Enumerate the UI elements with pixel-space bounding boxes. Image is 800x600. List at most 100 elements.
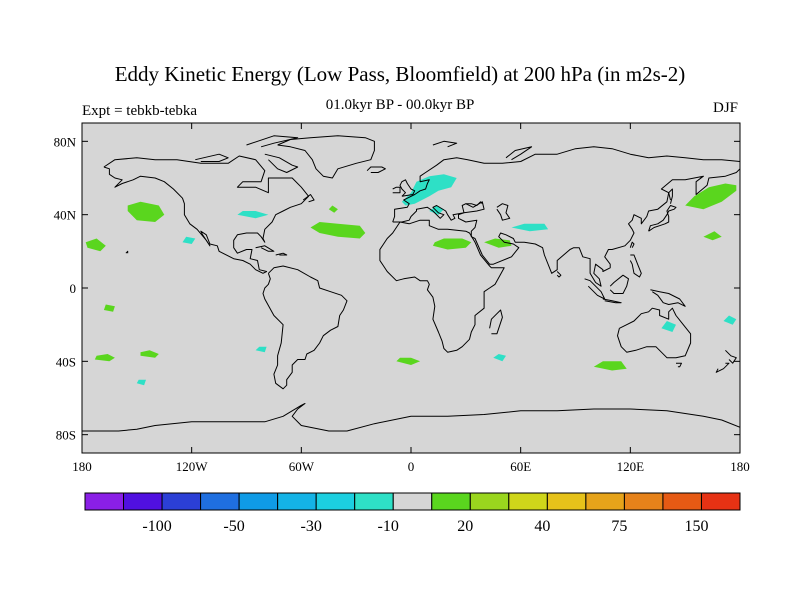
region-positive-12: [703, 231, 722, 241]
coastline-north-america: [103, 155, 310, 274]
x-tick-label: 120E: [617, 459, 645, 474]
coastline-ireland: [392, 186, 401, 194]
region-positive-11: [685, 183, 737, 210]
colorbar-box: [123, 492, 163, 511]
coastline-caspian-sea: [496, 203, 511, 221]
colorbar-box: [84, 492, 125, 511]
coastline-new-zealand-south: [715, 362, 730, 373]
coastline-japan: [648, 205, 677, 232]
coastline-antarctica: [82, 403, 740, 432]
region-negative-16: [182, 236, 196, 244]
x-tick-label: 180: [72, 459, 92, 474]
y-tick-label: 80S: [56, 428, 76, 443]
x-tick-label: 60W: [289, 459, 315, 474]
anomaly-regions: [85, 174, 737, 386]
coastline-australia: [617, 307, 692, 359]
coastline-novaya-zemlya: [505, 146, 533, 161]
coastline-taiwan: [629, 241, 635, 248]
coastline-sumatra: [584, 278, 606, 300]
coastline-ellesmere-island: [246, 135, 299, 148]
colorbar-box: [200, 492, 240, 511]
coastline-great-britain: [399, 179, 416, 197]
coastline-sri-lanka: [556, 271, 562, 278]
coastline-iceland: [366, 166, 386, 173]
region-positive-4: [94, 354, 115, 362]
coastline-tasmania: [676, 362, 682, 368]
coastline-newfoundland: [302, 194, 315, 203]
coastline-hispaniola: [275, 252, 288, 256]
coastlines: [82, 135, 740, 432]
season-label: DJF: [712, 100, 738, 116]
colorbar-box: [277, 492, 317, 511]
colorbar-box: [585, 492, 625, 511]
coastline-sakhalin: [668, 188, 673, 204]
colorbar-box: [700, 492, 741, 511]
region-positive-8: [432, 238, 472, 250]
region-negative-21: [255, 346, 267, 353]
y-tick-label: 40S: [56, 354, 76, 369]
colorbar-box: [469, 492, 510, 511]
y-tick-label: 0: [70, 281, 77, 296]
coastline-madagascar: [489, 309, 503, 335]
coastline-java: [602, 298, 622, 304]
colorbar-box: [354, 492, 394, 511]
x-tick-label: 0: [408, 459, 415, 474]
colorbar-label: 150: [685, 518, 709, 535]
coastline-philippines: [629, 254, 642, 278]
chart-title: Eddy Kinetic Energy (Low Pass, Bloomfiel…: [114, 62, 686, 86]
colorbar-box: [508, 492, 548, 511]
colorbar-box: [161, 492, 202, 511]
y-tick-label: 40N: [54, 208, 77, 223]
region-positive-3: [140, 350, 159, 358]
colorbar-box: [392, 492, 433, 511]
coastline-south-america: [262, 265, 348, 390]
region-positive-1: [85, 238, 106, 252]
colorbar-box: [431, 492, 471, 511]
region-positive-7: [396, 357, 421, 365]
coastline-svalbard: [432, 140, 458, 148]
colorbar: -100 -50 -30 -10 20 40 75 150: [84, 492, 741, 535]
axis-ticks: 180 120W 60W 0 60E 120E 180 80N 40N 0 40S 80S: [54, 123, 750, 474]
colorbar-label: 75: [611, 518, 627, 535]
colorbar-label: 20: [457, 518, 473, 535]
coastline-baffin-island: [264, 153, 299, 173]
region-positive-6: [328, 205, 338, 213]
coastline-africa: [379, 219, 505, 353]
y-tick-label: 80N: [54, 134, 77, 149]
region-negative-20: [136, 379, 146, 386]
coastline-black-sea-north: [465, 201, 483, 206]
region-negative-19: [723, 315, 737, 325]
region-negative-17: [511, 223, 549, 232]
coastline-new-zealand-north: [725, 349, 737, 364]
time-period-label: 01.0kyr BP - 00.0kyr BP: [325, 97, 475, 113]
region-negative-22: [493, 354, 506, 362]
colorbar-box: [238, 492, 279, 511]
colorbar-label: -10: [378, 518, 399, 535]
x-tick-label: 60E: [510, 459, 531, 474]
experiment-label: Expt = tebkb-tebka: [82, 103, 198, 119]
x-tick-label: 120W: [176, 459, 209, 474]
colorbar-label: -100: [142, 518, 171, 535]
region-positive-0: [127, 201, 165, 222]
colorbar-box: [662, 492, 702, 511]
coastline-new-guinea: [650, 289, 686, 307]
coastline-hawaii: [125, 250, 129, 254]
colorbar-box: [315, 492, 356, 511]
region-positive-9: [484, 238, 512, 248]
colorbar-box: [546, 492, 587, 511]
coastline-borneo: [609, 274, 629, 294]
colorbar-label: -50: [223, 518, 244, 535]
region-positive-5: [310, 222, 366, 239]
region-positive-10: [593, 361, 627, 371]
region-negative-13: [401, 174, 457, 206]
region-positive-2: [103, 304, 115, 312]
colorbar-box: [623, 492, 664, 511]
x-tick-label: 180: [730, 459, 750, 474]
map-background: [82, 123, 740, 453]
coastline-victoria-island: [195, 153, 229, 162]
colorbar-label: 40: [534, 518, 550, 535]
region-negative-15: [237, 211, 269, 219]
coastline-greenland: [277, 135, 375, 179]
coastline-cuba: [255, 245, 275, 252]
